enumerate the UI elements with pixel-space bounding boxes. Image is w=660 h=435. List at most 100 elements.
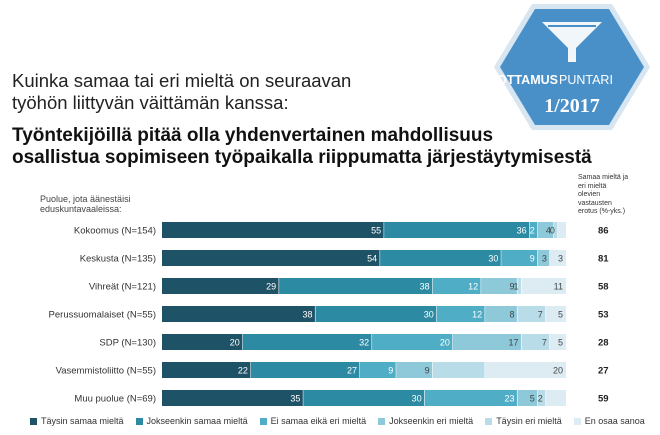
side-header: Puolue, jota äänestäisi eduskuntavaaleis… [40, 194, 131, 214]
data-label: 38 [303, 310, 313, 320]
bar-jokseenkin-eri-mielt [396, 362, 433, 378]
bar-separator [436, 306, 437, 322]
data-label: 4 [546, 226, 551, 236]
bar-separator [537, 222, 538, 238]
legend-label: Jokseenkin samaa mieltä [146, 416, 248, 426]
difference-value: 27 [598, 366, 609, 377]
bar-jokseenkin-samaa-mielt [242, 334, 373, 350]
bar-separator [520, 278, 522, 294]
bar-en-osaa-sanoa [557, 222, 566, 238]
bar-separator [553, 222, 554, 238]
bar-jokseenkin-samaa-mielt [384, 222, 530, 238]
category-label: Keskusta (N=135) [80, 254, 156, 265]
bar-separator [557, 222, 558, 238]
bar-jokseenkin-eri-mielt [517, 390, 538, 406]
data-label: 9 [510, 282, 515, 292]
bar-t-ysin-eri-mielt [432, 362, 486, 378]
difference-value: 86 [598, 226, 609, 237]
bar-t-ysin-samaa-mielt [162, 250, 381, 266]
bar-separator [537, 250, 538, 266]
data-label: 30 [424, 310, 434, 320]
bar-t-ysin-samaa-mielt [162, 306, 316, 322]
data-label: 0 [550, 226, 555, 236]
bar-t-ysin-samaa-mielt [162, 222, 385, 238]
category-label: Vihreät (N=121) [89, 282, 156, 293]
data-label: 54 [367, 254, 377, 264]
bar-separator [529, 222, 530, 238]
bar-jokseenkin-eri-mielt [537, 222, 554, 238]
legend-swatch [135, 417, 143, 425]
bar-separator [549, 250, 550, 266]
bar-separator [278, 278, 280, 294]
bar-separator [516, 278, 518, 294]
difference-value: 53 [598, 310, 609, 321]
data-label: 32 [359, 338, 369, 348]
data-label: 7 [542, 338, 547, 348]
data-label: 22 [238, 366, 248, 376]
data-label: 12 [472, 310, 482, 320]
bar-t-ysin-samaa-mielt [162, 390, 304, 406]
data-label: 3 [542, 254, 547, 264]
data-label: 5 [530, 394, 535, 404]
category-label: Perussuomalaiset (N=55) [49, 310, 156, 321]
bar-t-ysin-eri-mielt [517, 306, 546, 322]
data-label: 9 [530, 254, 535, 264]
data-label: 2 [530, 226, 535, 236]
legend-label: Jokseenkin eri mieltä [389, 416, 474, 426]
bar-ei-samaa-eik-eri-mielt [436, 306, 486, 322]
data-label: 5 [558, 310, 563, 320]
bar-separator [383, 222, 385, 238]
bar-en-osaa-sanoa [485, 362, 566, 378]
bar-separator [302, 390, 304, 406]
bar-separator [480, 278, 482, 294]
bar-separator [484, 362, 486, 378]
question-text: Kuinka samaa tai eri mieltä on seuraavan… [12, 70, 352, 113]
data-label: 27 [347, 366, 357, 376]
bar-separator [549, 334, 550, 350]
bar-separator [432, 362, 433, 378]
legend-swatch [485, 417, 493, 425]
data-label: 30 [412, 394, 422, 404]
bar-jokseenkin-samaa-mielt [250, 362, 360, 378]
badge-hexagon-inner [500, 9, 644, 125]
difference-value: 59 [598, 394, 609, 405]
bar-t-ysin-eri-mielt [521, 334, 550, 350]
data-label: 11 [554, 282, 563, 292]
data-label: 23 [505, 394, 515, 404]
bar-jokseenkin-samaa-mielt [380, 250, 502, 266]
data-label: 36 [517, 226, 527, 236]
bar-jokseenkin-samaa-mielt [303, 390, 425, 406]
bar-separator [520, 334, 522, 350]
bar-separator [516, 390, 518, 406]
bar-t-ysin-samaa-mielt [162, 334, 243, 350]
bar-jokseenkin-samaa-mielt [315, 306, 437, 322]
bar-separator [359, 362, 360, 378]
data-label: 9 [388, 366, 393, 376]
bar-t-ysin-samaa-mielt [162, 278, 280, 294]
bar-separator [395, 362, 397, 378]
data-label: 2 [538, 394, 543, 404]
data-label: 1 [514, 282, 519, 292]
bar-separator [379, 250, 381, 266]
bar-jokseenkin-samaa-mielt [279, 278, 433, 294]
legend-swatch [573, 417, 581, 425]
data-label: 30 [488, 254, 498, 264]
funnel-icon [542, 22, 602, 62]
bar-t-ysin-samaa-mielt [162, 362, 251, 378]
legend-item: Jokseenkin samaa mieltä [135, 416, 248, 426]
bar-separator [432, 278, 433, 294]
data-label: 35 [290, 394, 300, 404]
bar-separator [424, 390, 425, 406]
bar-separator [371, 334, 373, 350]
bar-en-osaa-sanoa [549, 250, 566, 266]
data-label: 20 [553, 366, 563, 376]
bar-separator [314, 306, 316, 322]
bar-en-osaa-sanoa [545, 306, 566, 322]
bar-en-osaa-sanoa [545, 390, 566, 406]
bar-ei-samaa-eik-eri-mielt [529, 222, 538, 238]
category-label: Muu puolue (N=69) [74, 394, 156, 405]
bar-t-ysin-eri-mielt [553, 222, 558, 238]
bar-separator [484, 306, 486, 322]
luottamuspuntari-badge: LUOTTAMUS PUNTARI 1/2017 [492, 4, 650, 130]
